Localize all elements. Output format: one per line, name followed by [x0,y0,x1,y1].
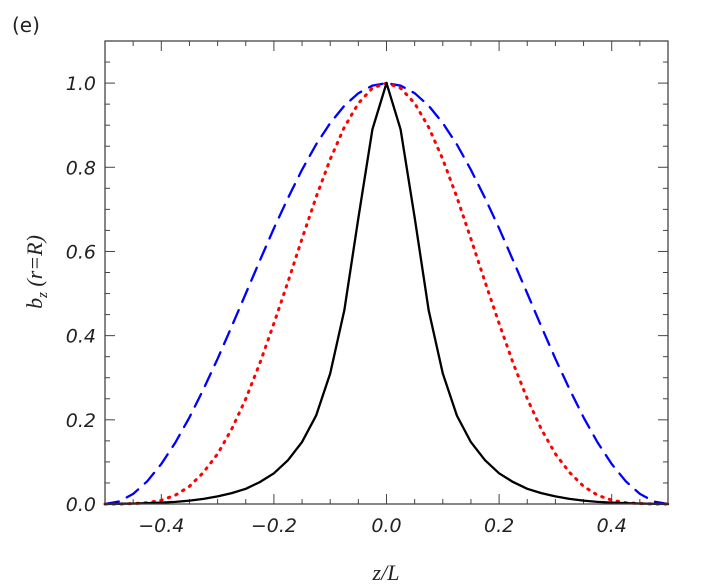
y-tick-label: 0.2 [66,410,96,432]
y-tick-labels: 0.0 0.2 0.4 0.6 0.8 1.0 [66,73,96,516]
series-line-solid [103,81,670,506]
y-axis-label: bz (r=R) [22,235,51,309]
x-tick-label: −0.2 [251,515,297,537]
series-line-dotted [103,81,670,506]
series-group [103,81,670,506]
x-tick-label: 0.2 [484,515,514,537]
x-axis-label: z/L [372,560,400,585]
y-tick-label: 0.0 [66,494,96,516]
panel-label: (e) [12,13,40,37]
y-tick-label: 0.4 [66,326,96,348]
y-tick-label: 0.6 [66,241,96,263]
x-tick-label: 0.0 [371,515,401,537]
x-tick-label: −0.4 [138,515,184,537]
y-tick-label: 0.8 [66,157,96,179]
plot-frame [104,40,669,505]
y-axis-label-rest: (r=R) [22,235,47,292]
y-tick-label: 1.0 [66,73,96,95]
x-tick-label: 0.4 [597,515,627,537]
y-axis-label-main: b [22,298,47,309]
series-line-dashed [103,81,670,506]
x-tick-labels: −0.4 −0.2 0.0 0.2 0.4 [138,515,627,537]
y-axis-label-sub: z [35,292,51,299]
axis-ticks [104,40,669,505]
